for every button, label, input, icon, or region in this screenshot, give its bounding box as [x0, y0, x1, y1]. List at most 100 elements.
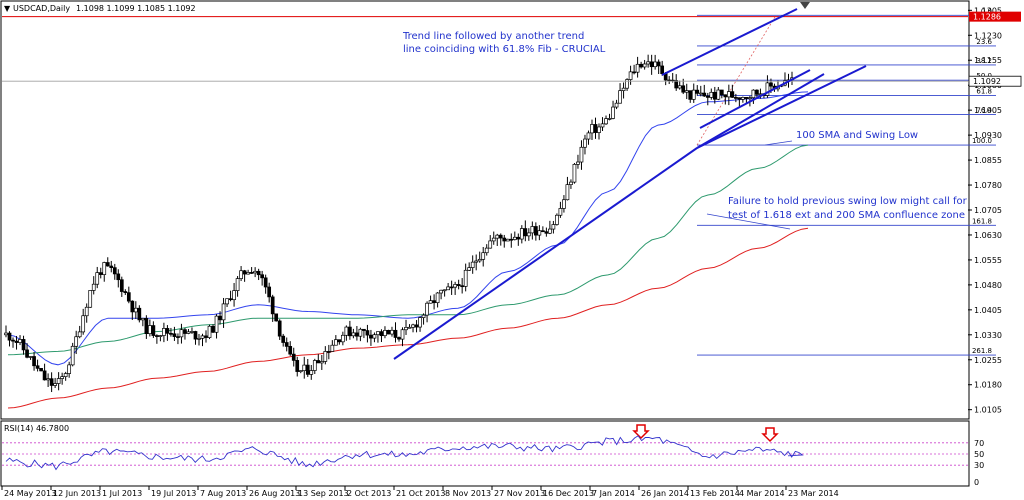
- price-tick-label: 1.0255: [974, 356, 1002, 365]
- candle-body: [119, 279, 124, 292]
- price-tick-label: 1.0855: [974, 156, 1002, 165]
- candle-body: [548, 228, 552, 234]
- candle-body: [488, 240, 493, 249]
- candle-body: [249, 272, 254, 274]
- candle-body: [723, 94, 728, 98]
- candle-body: [21, 339, 26, 351]
- candle-body: [611, 106, 615, 119]
- candle-body: [169, 332, 173, 335]
- candle-body: [7, 332, 12, 341]
- candle-body: [176, 336, 180, 338]
- date-tick-label: 13 Feb 2014: [690, 489, 740, 498]
- price-tick-label: 1.0480: [974, 281, 1002, 290]
- candle-body: [358, 328, 363, 337]
- candle-body: [144, 318, 149, 335]
- fib-level-label: 161.8: [972, 217, 992, 225]
- date-tick-label: 26 Jan 2014: [641, 489, 689, 498]
- sma-note: 100 SMA and Swing Low: [796, 130, 918, 141]
- rsi-level-label: 70: [974, 439, 984, 448]
- candle-body: [88, 290, 93, 308]
- candle-body: [688, 90, 693, 100]
- triangle-down-icon[interactable]: ▼: [4, 4, 11, 13]
- candle-body: [148, 325, 152, 335]
- candle-body: [572, 164, 577, 183]
- candle-body: [656, 61, 661, 67]
- candle-body: [32, 356, 36, 367]
- date-tick-label: 7 Aug 2013: [200, 489, 246, 498]
- candle-body: [635, 63, 640, 73]
- date-tick-label: 23 Mar 2014: [788, 489, 839, 498]
- candle-body: [698, 92, 703, 95]
- candle-body: [544, 231, 549, 234]
- candle-body: [751, 89, 756, 99]
- date-tick-label: 2 Oct 2013: [347, 489, 391, 498]
- candle-body: [239, 270, 243, 279]
- candle-body: [186, 331, 191, 334]
- inner-trend-line: [699, 69, 811, 129]
- candle-body: [77, 331, 82, 338]
- candle-body: [355, 332, 359, 337]
- candle-body: [56, 378, 61, 384]
- candle-body: [235, 278, 240, 291]
- candle-body: [190, 331, 194, 333]
- candle-body: [456, 284, 461, 287]
- candle-body: [653, 61, 658, 68]
- price-tick-label: 1.1155: [974, 56, 1002, 65]
- fib-level-label: 38.2: [976, 57, 992, 65]
- candle-body: [702, 92, 707, 97]
- sma-100-line: [7, 144, 809, 356]
- trend-line-upper-support: [696, 65, 867, 149]
- candle-body: [730, 91, 735, 98]
- candle-body: [253, 270, 257, 274]
- candle-body: [333, 339, 338, 346]
- symbol-label: USDCAD,Daily: [13, 4, 70, 13]
- price-tick-label: 1.1230: [974, 31, 1002, 40]
- candle-body: [614, 102, 619, 108]
- failure-note-pointer: [706, 213, 791, 230]
- candle-body: [439, 289, 443, 294]
- candle-body: [246, 272, 250, 275]
- date-tick-label: 19 Jul 2013: [151, 489, 196, 498]
- candle-body: [744, 97, 749, 99]
- fib-level-label: 23.6: [976, 38, 992, 46]
- candle-body: [734, 97, 738, 99]
- candle-body: [256, 270, 261, 276]
- candle-body: [498, 234, 503, 239]
- candle-body: [463, 269, 468, 287]
- candle-body: [586, 132, 591, 140]
- candle-body: [428, 300, 433, 304]
- candle-body: [583, 138, 587, 148]
- rsi-series-line: [5, 435, 804, 471]
- ohlc-readout: 1.1098 1.1099 1.1085 1.1092: [76, 4, 196, 13]
- sma-note-pointer: [764, 140, 793, 146]
- candle-body: [523, 228, 528, 237]
- candle-body: [705, 95, 710, 98]
- candle-body: [137, 307, 142, 321]
- candle-body: [214, 315, 219, 333]
- candle-body: [541, 230, 545, 233]
- candle-body: [460, 285, 465, 288]
- date-tick-label: 12 Jun 2013: [53, 489, 101, 498]
- candle-body: [600, 123, 605, 128]
- trend-note-line2: line coinciding with 61.8% Fib - CRUCIAL: [403, 44, 606, 55]
- date-tick-label: 24 May 2013: [4, 489, 56, 498]
- candle-body: [621, 87, 626, 92]
- candle-body: [344, 326, 349, 336]
- candle-body: [263, 277, 268, 288]
- candle-body: [116, 273, 121, 281]
- candle-body: [98, 272, 103, 275]
- candle-body: [39, 368, 43, 372]
- candle-body: [46, 378, 50, 381]
- down-arrow-icon: [761, 427, 779, 443]
- candle-body: [632, 71, 636, 74]
- candle-body: [414, 324, 419, 328]
- candle-body: [484, 247, 489, 254]
- candle-body: [512, 236, 517, 240]
- price-tick-label: 1.1005: [974, 106, 1002, 115]
- fib-level-label: 76.4: [976, 106, 992, 114]
- candle-body: [295, 360, 300, 372]
- trend-line-lower: [393, 147, 698, 360]
- date-tick-label: 27 Nov 2013: [494, 489, 545, 498]
- candle-body: [200, 335, 205, 339]
